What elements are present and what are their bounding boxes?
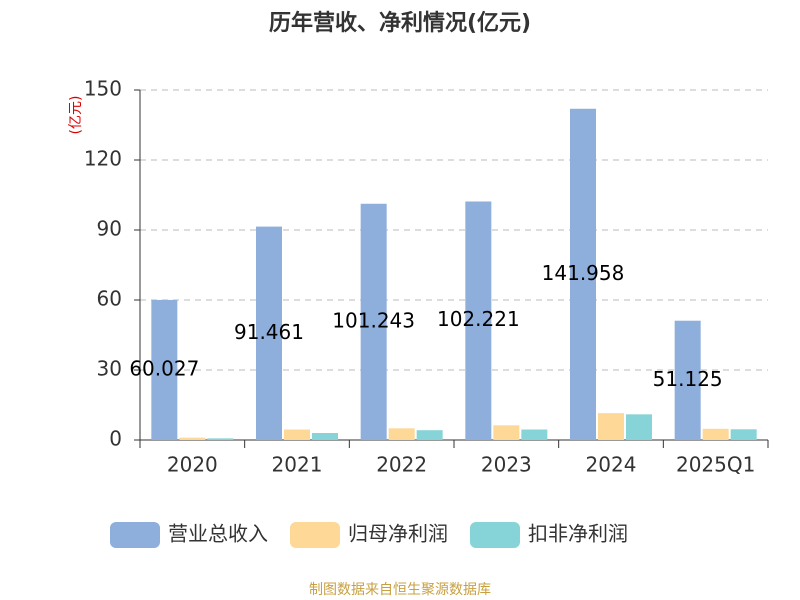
y-axis-label: (亿元) — [68, 96, 84, 135]
bar — [207, 438, 234, 440]
value-label: 51.125 — [653, 367, 723, 391]
bar — [521, 429, 548, 440]
bar — [151, 299, 178, 440]
value-label: 141.958 — [542, 261, 625, 285]
y-tick-label: 150 — [84, 77, 122, 101]
legend-swatch — [110, 522, 160, 548]
legend-label: 扣非净利润 — [528, 522, 628, 546]
y-tick-label: 90 — [97, 217, 122, 241]
x-tick-label: 2023 — [481, 453, 532, 477]
bar — [570, 108, 596, 441]
y-tick-label: 120 — [84, 147, 122, 171]
bar — [179, 437, 206, 440]
chart-title: 历年营收、净利情况(亿元) — [269, 10, 531, 36]
source-note: 制图数据来自恒生聚源数据库 — [309, 582, 491, 598]
bar — [626, 414, 652, 440]
legend-swatch — [470, 522, 520, 548]
legend-label: 营业总收入 — [168, 522, 268, 546]
x-tick-label: 2024 — [586, 453, 637, 477]
y-tick-label: 0 — [109, 427, 122, 451]
x-tick-label: 2021 — [272, 453, 323, 477]
bar — [730, 429, 757, 440]
bar — [256, 226, 282, 440]
legend-swatch — [290, 522, 340, 548]
bar — [493, 425, 520, 440]
bar — [360, 203, 387, 440]
x-tick-label: 2022 — [376, 453, 427, 477]
bar — [702, 428, 729, 440]
legend-label: 归母净利润 — [348, 522, 448, 546]
x-tick-label: 2025Q1 — [676, 453, 755, 477]
y-tick-label: 60 — [97, 287, 122, 311]
bar — [674, 320, 701, 440]
value-label: 101.243 — [332, 308, 415, 332]
bar — [598, 413, 624, 440]
value-label: 60.027 — [129, 356, 199, 380]
value-label: 91.461 — [234, 320, 304, 344]
y-tick-label: 30 — [97, 357, 122, 381]
bar — [284, 429, 310, 440]
x-tick-label: 2020 — [167, 453, 218, 477]
bar — [416, 430, 443, 440]
bar — [465, 201, 492, 440]
bar — [312, 433, 338, 440]
bar — [388, 428, 415, 440]
value-label: 102.221 — [437, 307, 520, 331]
